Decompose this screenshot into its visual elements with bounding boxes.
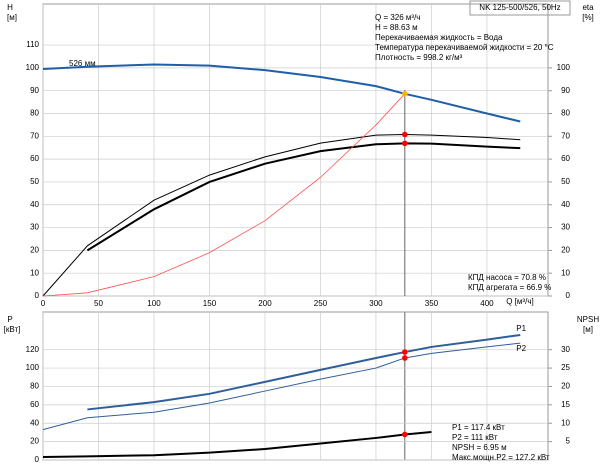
y2-axis-label: NPSH — [577, 315, 599, 324]
y-tick-label: 120 — [26, 345, 40, 354]
y2-tick-label: 15 — [561, 400, 570, 409]
x-axis-label: Q [м³/ч] — [506, 297, 533, 306]
y-tick-label: 80 — [30, 109, 39, 118]
curve — [42, 93, 406, 297]
x-tick-label: 250 — [314, 299, 328, 308]
operating-point — [402, 431, 408, 438]
y-tick-label: 70 — [30, 131, 39, 140]
y-tick-label: 60 — [30, 154, 39, 163]
y-tick-label: 0 — [35, 455, 40, 464]
y2-tick-label: 30 — [561, 345, 570, 354]
y-tick-label: 60 — [30, 400, 39, 409]
y-tick-label: 20 — [30, 437, 39, 446]
y2-axis-unit: [м] — [583, 325, 593, 334]
y-tick-label: 40 — [30, 418, 39, 427]
annotation: P1 = 117.4 кВт — [452, 423, 505, 432]
y2-tick-label: 100 — [557, 63, 571, 72]
y2-tick-label: 40 — [561, 200, 570, 209]
x-tick-label: 400 — [480, 299, 494, 308]
y-axis-label: P — [7, 315, 12, 324]
y-tick-label: 100 — [26, 63, 40, 72]
y-axis-unit: [м] — [7, 13, 17, 22]
y2-axis-label: eta — [582, 3, 594, 12]
annotation: H = 88.63 м — [375, 23, 418, 32]
y2-tick-label: 10 — [561, 418, 570, 427]
curve — [86, 142, 521, 252]
y2-tick-label: 5 — [566, 437, 571, 446]
curve — [87, 333, 521, 411]
x-tick-label: 0 — [41, 299, 46, 308]
y2-tick-label: 60 — [561, 154, 570, 163]
operating-point — [402, 131, 408, 138]
annotation: КПД агрегата = 66.9 % — [468, 283, 551, 292]
operating-point — [402, 349, 408, 355]
y-tick-label: 50 — [30, 177, 39, 186]
series-label: P2 — [516, 344, 526, 353]
y2-tick-label: 80 — [561, 109, 570, 118]
annotation: Плотность = 998.2 кг/м³ — [375, 53, 463, 62]
y-tick-label: 90 — [30, 86, 39, 95]
chart-title: NK 125-500/526, 50Hz — [479, 3, 560, 12]
curve-label: 526 мм — [69, 59, 96, 68]
operating-point — [402, 140, 408, 147]
y2-tick-label: 25 — [561, 363, 570, 372]
curve — [42, 342, 521, 431]
x-tick-label: 50 — [94, 299, 103, 308]
annotation: Перекачиваемая жидкость = Вода — [375, 33, 503, 42]
y2-tick-label: 10 — [561, 268, 570, 277]
y-tick-label: 80 — [30, 382, 39, 391]
y-tick-label: 100 — [26, 363, 40, 372]
y-tick-label: 40 — [30, 200, 39, 209]
y-axis-label: H — [7, 3, 13, 12]
y2-tick-label: 50 — [561, 177, 570, 186]
y-tick-label: 110 — [26, 40, 39, 49]
annotation: P2 = 111 кВт — [452, 433, 498, 442]
x-tick-label: 350 — [425, 299, 439, 308]
y-tick-label: 0 — [35, 291, 40, 300]
title-box — [469, 0, 571, 16]
curve — [42, 133, 521, 297]
y2-tick-label: 30 — [561, 223, 570, 232]
series-label: P1 — [516, 324, 526, 333]
y-tick-label: 30 — [30, 223, 39, 232]
annotation: Макс.мощн.P2 = 127.2 кВт — [452, 453, 550, 462]
annotation: NPSH = 6.95 м — [452, 443, 507, 452]
y2-tick-label: 90 — [561, 86, 570, 95]
y-tick-label: 20 — [30, 245, 39, 254]
annotation: Q = 326 м³/ч — [375, 13, 420, 22]
y2-tick-label: 0 — [566, 291, 571, 300]
y2-tick-label: 20 — [561, 245, 570, 254]
operating-point — [402, 355, 408, 361]
x-tick-label: 200 — [258, 299, 272, 308]
y2-axis-unit: [%] — [582, 13, 594, 22]
operating-point — [402, 91, 408, 97]
x-tick-label: 100 — [147, 299, 161, 308]
x-tick-label: 300 — [369, 299, 383, 308]
y2-tick-label: 20 — [561, 382, 570, 391]
curve — [42, 431, 432, 459]
y2-tick-label: 70 — [561, 131, 570, 140]
annotation: Температура перекачиваемой жидкости = 20… — [375, 43, 554, 52]
x-tick-label: 150 — [203, 299, 217, 308]
annotation: КПД насоса = 70.8 % — [468, 273, 546, 282]
y-tick-label: 10 — [30, 268, 39, 277]
curve — [42, 63, 521, 123]
y-axis-unit: [кВт] — [4, 325, 21, 334]
